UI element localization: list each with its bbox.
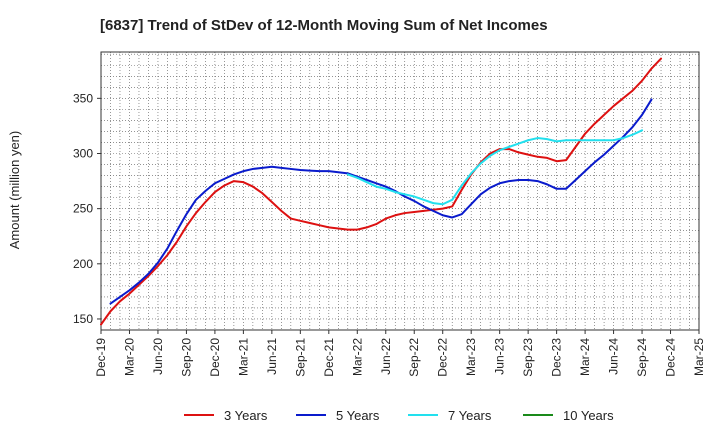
chart-title: [6837] Trend of StDev of 12-Month Moving… bbox=[100, 17, 548, 34]
legend-label: 3 Years bbox=[224, 408, 268, 423]
x-tick-label: Sep-22 bbox=[407, 338, 421, 377]
x-tick-label: Dec-19 bbox=[94, 338, 108, 377]
x-tick-label: Mar-21 bbox=[236, 338, 250, 376]
series-line bbox=[100, 57, 663, 326]
y-tick-label: 350 bbox=[73, 91, 93, 105]
y-tick-label: 200 bbox=[73, 257, 93, 271]
y-tick-label: 150 bbox=[73, 312, 93, 326]
x-tick-label: Sep-21 bbox=[293, 338, 307, 377]
y-tick-label: 300 bbox=[73, 146, 93, 160]
x-tick-label: Mar-22 bbox=[350, 338, 364, 376]
x-tick-label: Dec-21 bbox=[322, 338, 336, 377]
x-tick-label: Dec-22 bbox=[436, 338, 450, 377]
y-tick-label: 250 bbox=[73, 202, 93, 216]
x-tick-label: Mar-20 bbox=[122, 338, 136, 376]
series-line bbox=[346, 129, 644, 206]
plot-area bbox=[100, 51, 700, 331]
y-axis: 150 200 250 300 350 bbox=[73, 91, 101, 326]
x-tick-label: Mar-24 bbox=[578, 338, 592, 376]
series-line bbox=[109, 98, 653, 305]
legend-label: 5 Years bbox=[336, 408, 380, 423]
x-tick-label: Jun-23 bbox=[493, 338, 507, 375]
x-tick-label: Mar-23 bbox=[464, 338, 478, 376]
x-tick-label: Jun-22 bbox=[379, 338, 393, 375]
x-tick-label: Sep-20 bbox=[179, 338, 193, 377]
legend-label: 10 Years bbox=[563, 408, 614, 423]
x-tick-label: Jun-21 bbox=[265, 338, 279, 375]
x-tick-label: Dec-24 bbox=[664, 338, 678, 377]
x-tick-label: Jun-24 bbox=[607, 338, 621, 375]
plot-frame bbox=[100, 51, 700, 331]
x-tick-label: Sep-24 bbox=[635, 338, 649, 377]
x-tick-label: Jun-20 bbox=[151, 338, 165, 375]
legend-label: 7 Years bbox=[448, 408, 492, 423]
series-lines bbox=[100, 57, 663, 326]
plot-background bbox=[101, 52, 699, 330]
legend: 3 Years 5 Years 7 Years 10 Years bbox=[184, 408, 614, 423]
x-tick-label: Dec-20 bbox=[208, 338, 222, 377]
y-axis-label: Amount (million yen) bbox=[7, 131, 22, 250]
x-tick-label: Dec-23 bbox=[550, 338, 564, 377]
x-axis: Dec-19 Mar-20 Jun-20 Sep-20 Dec-20 Mar-21 Jun-… bbox=[94, 330, 706, 377]
x-tick-label: Mar-25 bbox=[692, 338, 706, 376]
x-tick-label: Sep-23 bbox=[521, 338, 535, 377]
